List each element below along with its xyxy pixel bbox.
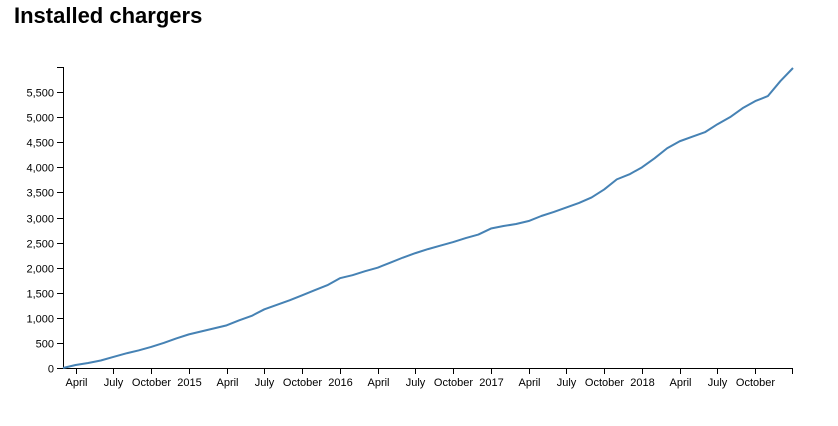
y-tick-label: 1,000: [26, 314, 54, 326]
x-tick-label: 2015: [177, 377, 201, 389]
x-tick-label: 2016: [328, 377, 352, 389]
x-tick-label: October: [132, 377, 171, 389]
x-tick-label: July: [557, 377, 577, 389]
y-tick-label: 2,500: [26, 239, 54, 251]
chart-title: Installed chargers: [14, 3, 202, 28]
x-tick-label: 2018: [630, 377, 654, 389]
x-tick-label: October: [283, 377, 322, 389]
x-tick-label: October: [434, 377, 473, 389]
x-tick-label: October: [736, 377, 775, 389]
x-tick-label: April: [216, 377, 238, 389]
y-tick-label: 4,500: [26, 138, 54, 150]
x-tick-label: 2017: [479, 377, 503, 389]
y-tick-label: 1,500: [26, 289, 54, 301]
y-tick-label: 3,500: [26, 188, 54, 200]
x-tick-label: July: [406, 377, 426, 389]
y-tick-label: 5,000: [26, 113, 54, 125]
x-tick-label: July: [255, 377, 275, 389]
x-tick-label: April: [65, 377, 87, 389]
y-tick-label: 2,000: [26, 264, 54, 276]
y-tick-label: 5,500: [26, 88, 54, 100]
y-tick-label: 500: [36, 339, 54, 351]
y-tick-label: 3,000: [26, 214, 54, 226]
x-tick-label: April: [518, 377, 540, 389]
y-tick-label: 0: [48, 364, 54, 376]
y-tick-label: 4,000: [26, 163, 54, 175]
x-tick-label: July: [104, 377, 124, 389]
x-tick-label: July: [708, 377, 728, 389]
x-tick-label: April: [367, 377, 389, 389]
x-tick-label: April: [669, 377, 691, 389]
data-line: [62, 67, 794, 369]
x-tick-label: October: [585, 377, 624, 389]
